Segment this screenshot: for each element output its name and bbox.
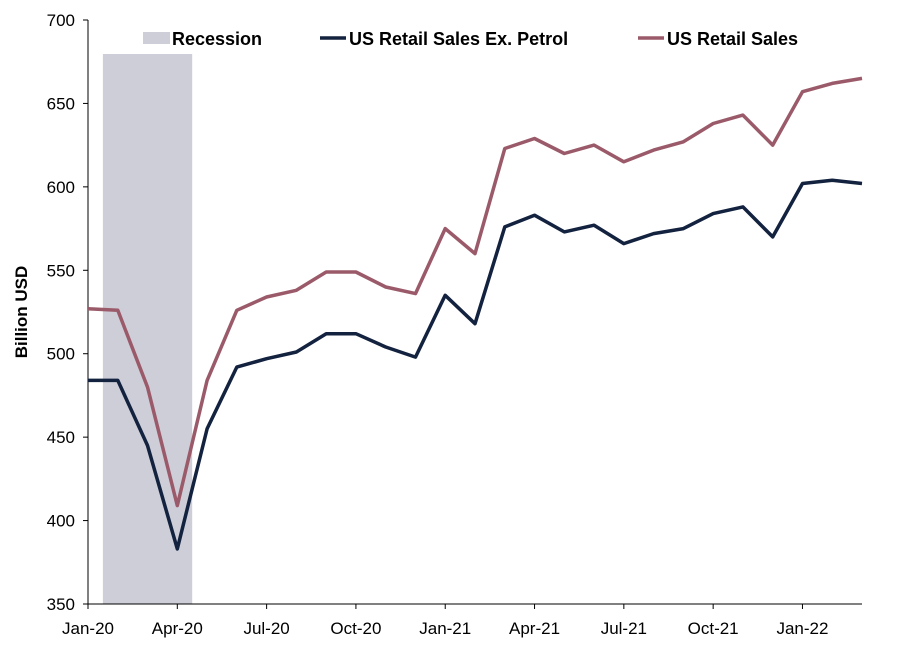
y-tick-label: 700	[47, 11, 75, 30]
recession-band	[102, 54, 193, 604]
recession-layer	[102, 54, 193, 604]
x-tick-label: Apr-20	[152, 619, 203, 638]
legend-label-retail-sales: US Retail Sales	[667, 29, 798, 49]
x-tick-label: Oct-21	[688, 619, 739, 638]
series-layer	[87, 76, 863, 551]
x-tick-label: Jul-21	[601, 619, 647, 638]
y-axis-title: Billion USD	[12, 266, 31, 359]
y-tick-label: 500	[47, 345, 75, 364]
x-tick-label: Jan-20	[62, 619, 114, 638]
x-tick-label: Jul-20	[243, 619, 289, 638]
y-tick-label: 350	[47, 595, 75, 614]
legend: Recession US Retail Sales Ex. Petrol US Re…	[143, 29, 798, 49]
x-tick-label: Jan-21	[419, 619, 471, 638]
y-tick-label: 550	[47, 261, 75, 280]
legend-label-recession: Recession	[172, 29, 262, 49]
x-tick-label: Oct-20	[330, 619, 381, 638]
y-tick-label: 600	[47, 178, 75, 197]
legend-label-retail-sales-ex-petrol: US Retail Sales Ex. Petrol	[349, 29, 568, 49]
x-tick-label: Apr-21	[509, 619, 560, 638]
y-tick-label: 450	[47, 428, 75, 447]
legend-swatch-recession	[143, 32, 170, 44]
x-tick-label: Jan-22	[776, 619, 828, 638]
y-tick-label: 400	[47, 512, 75, 531]
series-line-retail-sales-ex-petrol	[88, 178, 863, 551]
axes-layer: 350 400 450 500 550 600 650 700 Jan-20 Apr-20 Jul-…	[47, 11, 862, 638]
y-tick-label: 650	[47, 94, 75, 113]
